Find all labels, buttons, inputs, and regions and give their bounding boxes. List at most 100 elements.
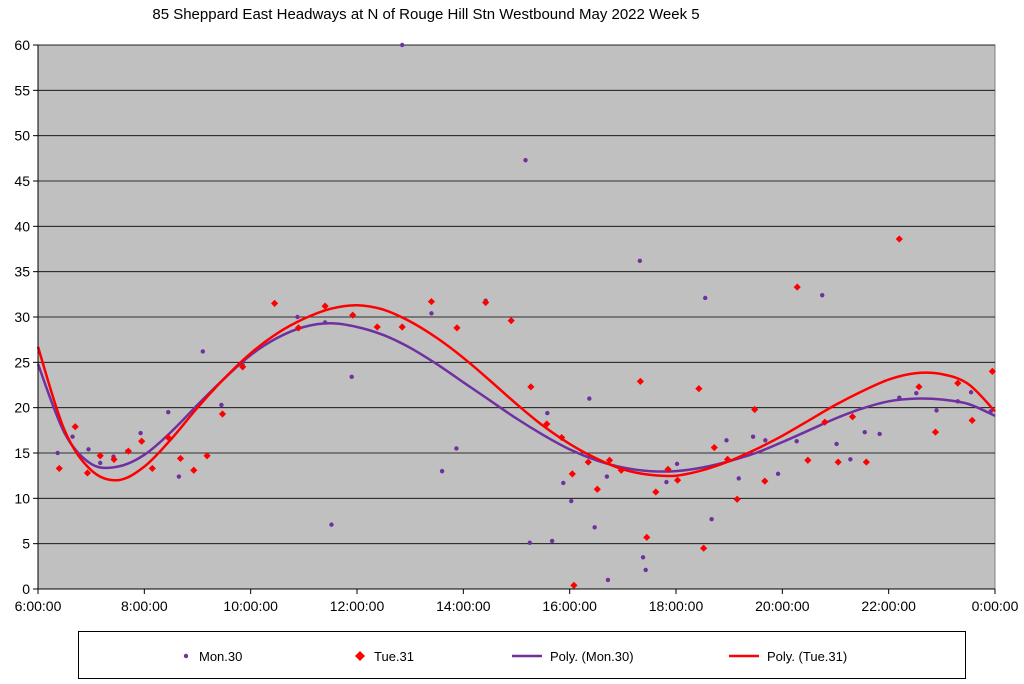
data-point-tue31	[593, 485, 601, 493]
data-point-tue31	[723, 455, 732, 463]
legend-item-mon30: Mon.30	[181, 632, 242, 680]
data-point-mon30	[549, 538, 555, 544]
data-point-mon30	[349, 374, 354, 380]
data-point-mon30	[820, 293, 825, 298]
data-point-mon30	[176, 474, 182, 479]
data-point-mon30	[750, 434, 756, 439]
chart-title: 85 Sheppard East Headways at N of Rouge …	[152, 6, 700, 23]
data-point-mon30	[934, 408, 939, 413]
data-point-tue31	[164, 433, 172, 442]
data-point-mon30	[429, 311, 434, 316]
data-point-tue31	[954, 379, 962, 387]
data-point-tue31	[190, 466, 198, 474]
legend-label-poly-tue31: Poly. (Tue.31)	[767, 648, 848, 664]
data-point-tue31	[643, 533, 651, 541]
data-point-mon30	[219, 402, 224, 408]
data-point-tue31	[96, 452, 104, 460]
data-point-tue31	[804, 456, 812, 464]
data-point-tue31	[239, 363, 247, 371]
data-point-tue31	[673, 476, 682, 484]
data-point-tue31	[398, 323, 406, 331]
data-point-mon30	[322, 320, 328, 325]
data-point-tue31	[652, 488, 660, 496]
data-point-mon30	[794, 439, 799, 444]
data-point-tue31	[821, 418, 829, 426]
data-point-mon30	[914, 390, 919, 396]
legend-item-poly-tue31: Poly. (Tue.31)	[729, 632, 847, 680]
y-tick-label: 60	[14, 37, 30, 53]
legend-label-mon30: Mon.30	[199, 648, 243, 664]
data-point-tue31	[751, 405, 759, 414]
x-tick-label: 20:00:00	[755, 598, 810, 614]
data-point-tue31	[968, 416, 976, 424]
data-point-mon30	[763, 438, 768, 443]
y-tick-label: 5	[22, 536, 30, 552]
y-tick-label: 50	[14, 128, 30, 144]
data-point-mon30	[605, 577, 611, 583]
y-tick-label: 0	[22, 581, 30, 597]
data-point-mon30	[637, 258, 643, 263]
data-point-mon30	[897, 395, 902, 400]
data-point-tue31	[55, 464, 63, 473]
data-point-tue31	[931, 428, 940, 436]
data-point-tue31	[110, 455, 118, 463]
data-point-mon30	[86, 447, 91, 452]
data-point-tue31	[270, 299, 279, 307]
legend-marker-tue31	[355, 651, 365, 661]
data-point-tue31	[218, 410, 227, 418]
y-tick-label: 40	[14, 218, 30, 234]
data-point-tue31	[700, 544, 708, 552]
data-point-mon30	[643, 567, 648, 573]
data-point-mon30	[724, 438, 729, 443]
x-tick-label: 10:00:00	[223, 598, 278, 614]
data-point-mon30	[166, 410, 171, 415]
y-tick-label: 25	[14, 354, 30, 370]
data-point-tue31	[138, 437, 146, 445]
data-point-tue31	[71, 423, 79, 431]
data-point-tue31	[793, 283, 801, 291]
data-point-mon30	[55, 450, 60, 456]
data-point-mon30	[664, 479, 669, 485]
y-tick-label: 10	[14, 490, 30, 506]
data-point-tue31	[834, 458, 842, 466]
data-point-mon30	[295, 314, 300, 320]
data-point-tue31	[543, 420, 551, 428]
x-tick-label: 6:00:00	[15, 598, 62, 614]
data-point-mon30	[569, 498, 574, 504]
trendlines	[36, 303, 996, 482]
legend-label-tue31: Tue.31	[374, 648, 414, 664]
data-point-mon30	[561, 480, 566, 486]
data-point-tue31	[862, 458, 870, 466]
data-point-mon30	[454, 446, 459, 451]
x-tick-label: 18:00:00	[649, 598, 704, 614]
data-point-mon30	[862, 429, 867, 435]
data-point-tue31	[558, 433, 566, 442]
x-tick-label: 8:00:00	[121, 598, 168, 614]
y-tick-label: 35	[14, 264, 30, 280]
data-point-tue31	[203, 452, 211, 460]
data-point-mon30	[439, 468, 445, 474]
data-point-mon30	[703, 295, 708, 301]
data-point-tue31	[761, 477, 769, 485]
data-points	[55, 42, 996, 589]
data-point-tue31	[664, 465, 672, 473]
data-point-mon30	[587, 396, 592, 401]
data-point-mon30	[736, 476, 741, 481]
y-tick-label: 45	[14, 173, 30, 189]
trendline-tue31	[36, 303, 996, 482]
trendline-mon30	[36, 322, 996, 473]
data-point-tue31	[124, 447, 132, 455]
x-tick-label: 0:00:00	[972, 598, 1019, 614]
data-point-mon30	[545, 410, 550, 416]
data-point-mon30	[70, 434, 75, 439]
data-point-mon30	[399, 42, 405, 48]
data-point-tue31	[695, 385, 703, 393]
data-point-tue31	[848, 413, 857, 421]
data-point-tue31	[584, 458, 592, 466]
data-point-mon30	[523, 157, 528, 163]
data-point-mon30	[592, 525, 597, 530]
data-point-mon30	[138, 430, 143, 436]
legend-line-poly-tue31	[729, 654, 759, 658]
data-point-tue31	[605, 456, 614, 464]
x-tick-label: 16:00:00	[542, 598, 597, 614]
